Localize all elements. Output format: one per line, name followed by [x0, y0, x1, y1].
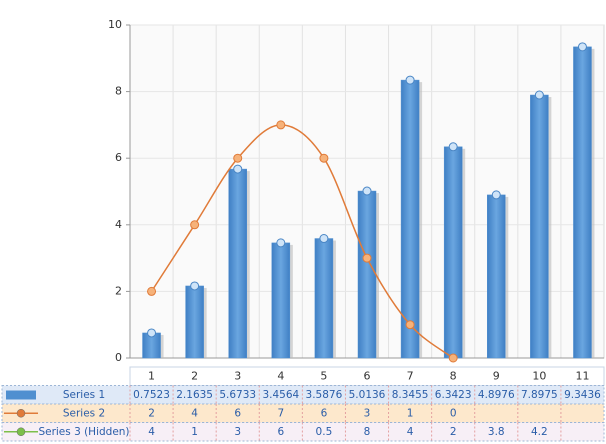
x-tick-label: 8: [450, 369, 457, 382]
table-cell: 6.3423: [435, 389, 472, 401]
x-tick-label: 7: [407, 369, 414, 382]
table-cell: 4.2: [531, 426, 548, 438]
legend-entry: Series 1: [63, 389, 105, 401]
bar-marker: [491, 190, 501, 200]
table-cell: 0.5: [316, 426, 333, 438]
table-cell: 3: [234, 426, 241, 438]
table-cell: 4: [407, 426, 414, 438]
bar-marker: [577, 42, 587, 52]
table-cell: 3: [364, 407, 371, 419]
table-cell: 4: [148, 426, 155, 438]
table-cell: 7.8975: [521, 389, 558, 401]
table-cell: 1: [191, 426, 198, 438]
x-tick-label: 9: [493, 369, 500, 382]
bar-marker: [276, 238, 286, 248]
spline-line: [150, 124, 454, 359]
table-cell: 6: [277, 426, 284, 438]
legend-icon-marker: [16, 427, 26, 436]
y-tick-label: 2: [115, 284, 122, 297]
table-cell: 9.3436: [564, 389, 601, 401]
x-tick-label: 3: [234, 369, 241, 382]
table-cell: 1: [407, 407, 414, 419]
table-cell: 0.7523: [133, 389, 170, 401]
bar-marker: [147, 328, 157, 338]
bar-marker: [190, 281, 200, 291]
x-tick-label: 4: [277, 369, 284, 382]
bar: [357, 190, 377, 359]
x-tick-label: 6: [364, 369, 371, 382]
x-tick-label: 1: [148, 369, 155, 382]
bar-marker: [362, 186, 372, 196]
x-tick-label: 2: [191, 369, 198, 382]
bar-marker: [233, 164, 243, 174]
x-tick-label: 10: [532, 369, 546, 382]
line-marker: [448, 353, 458, 363]
line-marker: [319, 153, 329, 163]
table-cell: 8: [364, 426, 371, 438]
table-cell: 7: [277, 407, 284, 419]
legend-icon: [6, 390, 36, 400]
line-marker: [362, 253, 372, 263]
line-marker: [190, 220, 200, 230]
y-tick-label: 8: [115, 85, 122, 98]
table-cell: 8.3455: [392, 389, 429, 401]
x-tick-label: 11: [575, 369, 589, 382]
bar: [443, 146, 463, 359]
table-row: [1, 422, 605, 442]
bar-marker: [448, 142, 458, 152]
y-tick-label: 4: [115, 218, 122, 231]
table-cell: 5.6733: [219, 389, 256, 401]
table-cell: 2: [450, 426, 457, 438]
table-cell: 3.4564: [262, 389, 299, 401]
line-marker: [147, 286, 157, 296]
legend-entry: Series 2: [63, 407, 105, 419]
table-cell: 6: [321, 407, 328, 419]
table-cell: 3.5876: [306, 389, 343, 401]
table-cell: 4: [191, 407, 198, 419]
table-cell: 6: [234, 407, 241, 419]
legend-entry: Series 3 (Hidden): [38, 426, 129, 438]
legend-icon-marker: [16, 409, 26, 418]
table-cell: 0: [450, 407, 457, 419]
x-tick-label: 5: [320, 369, 327, 382]
bar-marker: [534, 90, 544, 100]
table-cell: 5.0136: [349, 389, 386, 401]
bar: [530, 94, 549, 359]
bar: [228, 168, 247, 359]
y-tick-label: 0: [115, 351, 122, 364]
bar-marker: [319, 234, 329, 244]
y-tick-label: 10: [108, 18, 122, 31]
line-marker: [276, 120, 286, 130]
line-marker: [233, 153, 243, 163]
bar-marker: [405, 75, 415, 85]
bar: [185, 285, 204, 359]
table-cell: 3.8: [488, 426, 505, 438]
table-cell: 2: [148, 407, 155, 419]
bar: [487, 194, 506, 359]
y-tick-label: 6: [115, 151, 122, 164]
bar: [573, 46, 592, 359]
table-cell: 2.1635: [176, 389, 213, 401]
bar: [314, 238, 334, 359]
table-cell: 4.8976: [478, 389, 515, 401]
line-marker: [405, 320, 415, 330]
bar: [271, 242, 291, 359]
